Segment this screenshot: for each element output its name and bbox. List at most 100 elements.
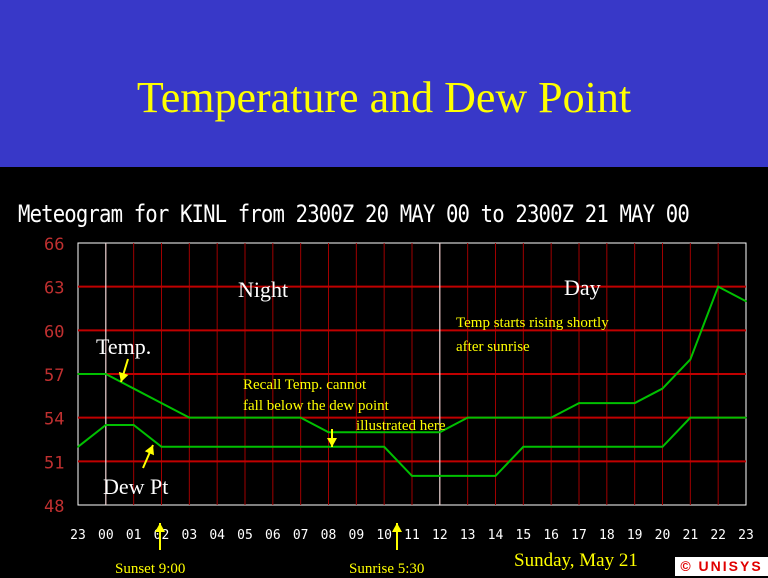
data-point <box>661 445 664 448</box>
x-tick-label: 00 <box>98 528 114 543</box>
arrow-head <box>392 523 402 532</box>
x-tick-label: 09 <box>349 528 365 543</box>
y-tick-label: 54 <box>44 410 64 430</box>
arrow-head <box>144 445 154 456</box>
x-tick-label: 16 <box>543 528 559 543</box>
data-point <box>689 416 692 419</box>
data-point <box>299 445 302 448</box>
x-tick-label: 22 <box>710 528 726 543</box>
x-tick-label: 17 <box>571 528 587 543</box>
x-tick-label: 23 <box>70 528 86 543</box>
data-point <box>327 445 330 448</box>
data-point <box>272 445 274 448</box>
data-point <box>105 373 107 375</box>
sunrise-label: Sunrise 5:30 <box>349 561 425 577</box>
x-tick-label: 13 <box>460 528 476 543</box>
temp-arrow <box>118 358 129 383</box>
data-point <box>717 285 719 288</box>
x-tick-label: 21 <box>683 528 699 543</box>
y-tick-label: 63 <box>44 279 64 299</box>
arrow-head <box>118 371 129 382</box>
data-point <box>745 300 747 303</box>
x-tick-label: 10 <box>376 528 392 543</box>
x-tick-label: 04 <box>209 528 225 543</box>
data-point <box>244 416 246 419</box>
x-tick-label: 19 <box>627 528 643 543</box>
sunrise-arrow <box>392 523 402 550</box>
arrow-head <box>327 438 337 447</box>
slide-title: Temperature and Dew Point <box>136 73 632 122</box>
data-point <box>411 431 413 434</box>
y-tick-label: 51 <box>44 453 64 473</box>
data-point <box>717 416 719 419</box>
recall-note-line2: fall below the dew point <box>243 398 389 414</box>
data-point <box>606 445 608 448</box>
data-point <box>411 475 413 477</box>
data-point <box>745 416 747 419</box>
data-point <box>188 416 191 419</box>
x-tick-label: 18 <box>599 528 615 543</box>
data-point <box>77 373 79 375</box>
x-tick-label: 20 <box>655 528 671 543</box>
chart-title: Meteogram for KINL from 2300Z 20 MAY 00 … <box>18 200 690 228</box>
data-point <box>160 402 163 404</box>
data-point <box>132 387 135 390</box>
data-point <box>494 475 497 477</box>
y-tick-label: 57 <box>44 366 64 386</box>
data-point <box>188 445 191 448</box>
data-point <box>522 445 525 448</box>
data-point <box>244 445 246 448</box>
x-tick-label: 12 <box>432 528 448 543</box>
data-point <box>132 424 135 426</box>
data-point <box>355 445 358 448</box>
data-point <box>272 416 274 419</box>
recall-note-line3: illustrated here <box>356 418 446 434</box>
y-tick-label: 48 <box>44 497 64 517</box>
data-point <box>299 416 302 419</box>
data-point <box>661 387 664 390</box>
title-banner <box>0 0 768 167</box>
night-label: Night <box>238 277 289 302</box>
data-point <box>606 402 608 404</box>
x-tick-label: 03 <box>182 528 198 543</box>
recall-note-line1: Recall Temp. cannot <box>243 377 367 393</box>
data-point <box>439 431 441 434</box>
data-point <box>105 424 107 426</box>
data-point <box>494 416 497 419</box>
data-point <box>578 445 580 448</box>
y-tick-label: 60 <box>44 322 64 342</box>
data-point <box>633 402 636 404</box>
x-tick-label: 05 <box>237 528 253 543</box>
x-tick-label: 14 <box>488 528 504 543</box>
data-point <box>439 475 441 477</box>
data-point <box>383 431 385 434</box>
x-tick-label: 15 <box>516 528 532 543</box>
data-point <box>466 475 469 477</box>
data-point <box>216 416 218 419</box>
unisys-logo: © UNISYS <box>675 557 768 576</box>
data-point <box>77 445 79 448</box>
data-point <box>355 431 358 434</box>
x-tick-label: 01 <box>126 528 142 543</box>
data-point <box>689 358 692 361</box>
sunset-label: Sunset 9:00 <box>115 561 186 577</box>
dewpoint-arrow <box>142 444 154 469</box>
x-tick-label: 11 <box>404 528 420 543</box>
dewpoint-annotation: Dew Pt <box>103 474 169 499</box>
x-tick-label: 08 <box>321 528 337 543</box>
y-tick-label: 66 <box>44 235 64 255</box>
rising-note-line1: Temp starts rising shortly <box>456 315 609 331</box>
day-label: Day <box>564 275 601 300</box>
sunset-arrow <box>155 523 165 550</box>
arrow-head <box>155 523 165 532</box>
data-point <box>327 431 330 434</box>
rising-note-line2: after sunrise <box>456 339 530 355</box>
recall-arrow <box>327 429 337 447</box>
x-tick-label: 07 <box>293 528 309 543</box>
data-point <box>550 445 552 448</box>
temp-annotation: Temp. <box>96 334 152 359</box>
data-point <box>383 445 385 448</box>
data-point <box>578 402 580 404</box>
